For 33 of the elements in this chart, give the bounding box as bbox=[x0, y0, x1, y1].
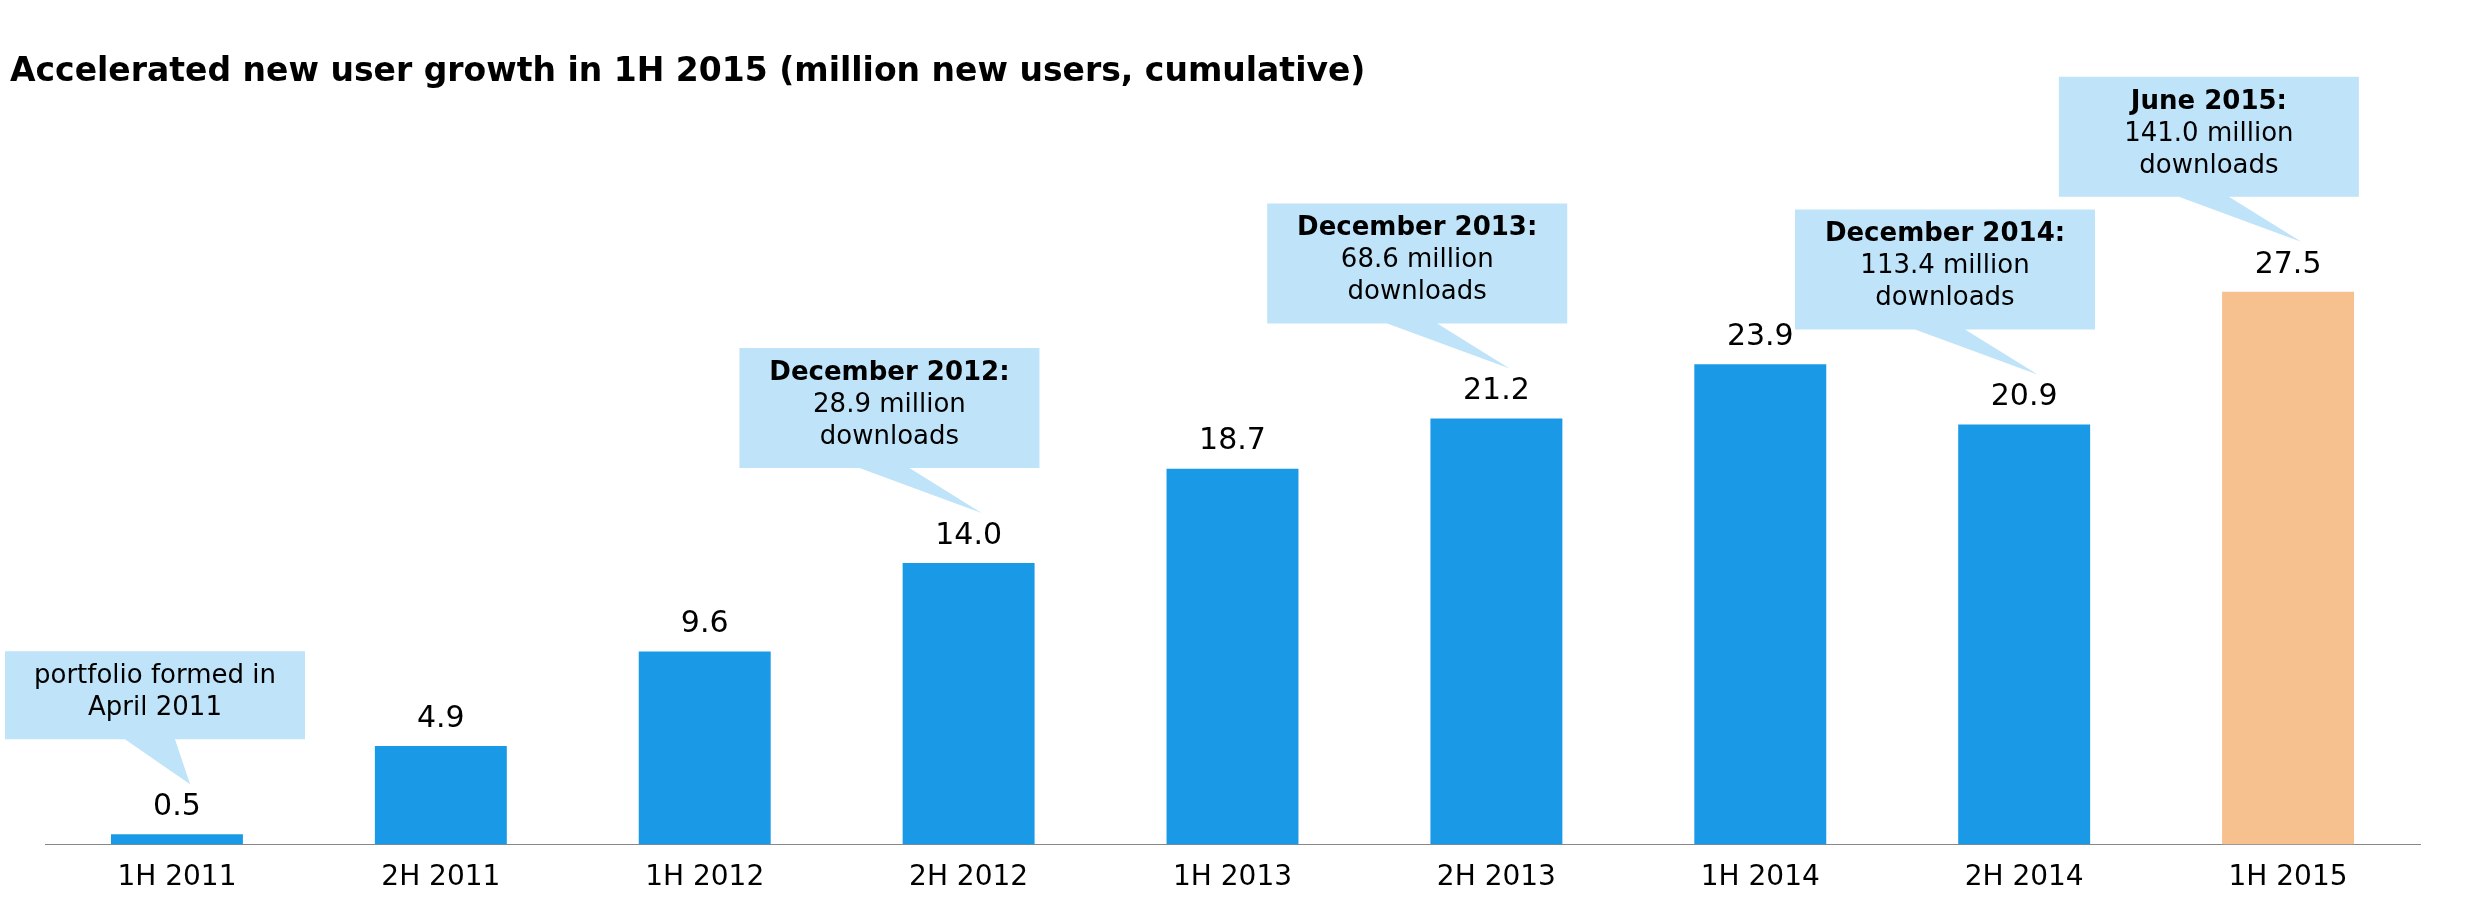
bar bbox=[902, 563, 1035, 845]
text: June 2015: 141.0 million downloads bbox=[2124, 84, 2294, 179]
x-tick-label: 2H 2012 bbox=[909, 859, 1029, 893]
x-tick-label: 1H 2011 bbox=[117, 859, 237, 893]
annotation: December 2013: 68.6 million downloads bbox=[1297, 211, 1538, 306]
bar bbox=[1430, 418, 1563, 845]
x-tick-label: 2H 2013 bbox=[1436, 859, 1556, 893]
data-label: 0.5 bbox=[153, 787, 201, 823]
x-tick-label: 2H 2011 bbox=[381, 859, 501, 893]
x-tick-label: 1H 2012 bbox=[645, 859, 765, 893]
annotation: portfolio formed in April 2011 bbox=[33, 659, 277, 722]
data-label: 27.5 bbox=[2254, 244, 2322, 280]
bar bbox=[1694, 364, 1827, 845]
data-label: 9.6 bbox=[680, 604, 729, 640]
data-label: 4.9 bbox=[416, 698, 465, 734]
annotation: December 2014: 113.4 million downloads bbox=[1824, 217, 2066, 312]
x-tick-label: 1H 2014 bbox=[1700, 859, 1820, 893]
bar bbox=[638, 651, 771, 845]
data-label: 23.9 bbox=[1726, 316, 1794, 352]
x-tick-label: 1H 2015 bbox=[2228, 859, 2348, 893]
bar bbox=[374, 745, 507, 845]
bar bbox=[110, 834, 243, 845]
bar bbox=[2222, 291, 2355, 845]
data-label: 18.7 bbox=[1199, 421, 1266, 457]
data-label: 14.0 bbox=[935, 515, 1003, 551]
x-tick-label: 2H 2014 bbox=[1964, 859, 2084, 893]
data-label: 20.9 bbox=[1990, 377, 2058, 413]
bar bbox=[1166, 468, 1299, 845]
annotation: December 2012: 28.9 million downloads bbox=[769, 355, 1010, 450]
chart-title: Accelerated new user growth in 1H 2015 (million new users, cumulative) bbox=[10, 50, 1366, 89]
bar bbox=[1958, 424, 2091, 845]
x-tick-label: 1H 2013 bbox=[1172, 859, 1293, 893]
data-label: 21.2 bbox=[1462, 371, 1530, 407]
